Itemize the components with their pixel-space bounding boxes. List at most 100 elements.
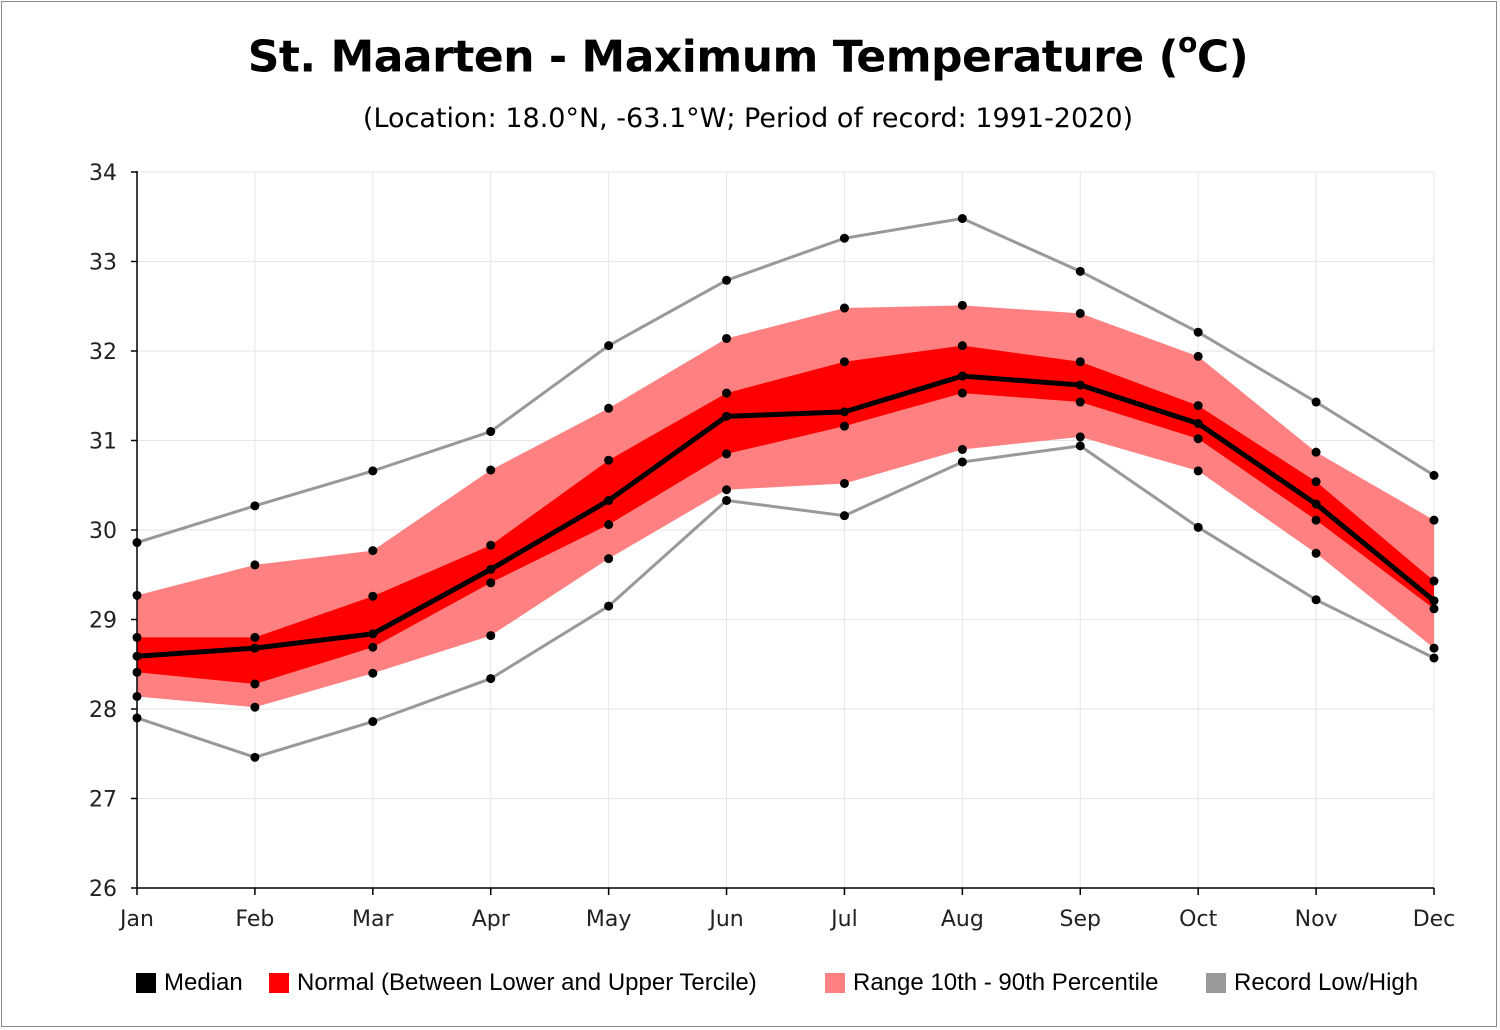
point-median xyxy=(486,564,496,574)
legend: Median Normal (Between Lower and Upper T… xyxy=(0,966,1500,1000)
chart-title-degree-sup: o xyxy=(1178,26,1197,59)
point-record-low xyxy=(839,511,849,521)
point-p10 xyxy=(957,444,967,454)
point-upper-tercile xyxy=(839,357,849,367)
chart-title-unit: C) xyxy=(1196,31,1249,83)
chart-subtitle: (Location: 18.0°N, -63.1°W; Period of re… xyxy=(362,103,1134,134)
point-record-low xyxy=(486,674,496,684)
point-upper-tercile xyxy=(1193,401,1203,411)
legend-label-record: Record Low/High xyxy=(1234,969,1419,996)
x-tick-label: May xyxy=(586,907,631,932)
point-lower-tercile xyxy=(1311,515,1321,525)
grid-lines xyxy=(137,171,1435,888)
legend-label-median: Median xyxy=(164,969,243,996)
point-upper-tercile xyxy=(486,540,496,550)
y-tick-label: 30 xyxy=(89,519,117,544)
y-tick-label: 27 xyxy=(89,788,117,813)
point-median xyxy=(1075,380,1085,390)
point-p10 xyxy=(1193,466,1203,476)
point-record-high xyxy=(957,214,967,224)
y-tick-label: 26 xyxy=(89,877,117,902)
point-record-high xyxy=(1429,470,1439,480)
point-record-high xyxy=(486,427,496,437)
x-tick-label: Feb xyxy=(235,907,274,932)
point-upper-tercile xyxy=(1075,357,1085,367)
legend-item-normal: Normal (Between Lower and Upper Tercile) xyxy=(269,966,757,1000)
line-record-low xyxy=(136,444,1435,759)
point-p90 xyxy=(957,300,967,310)
point-p90 xyxy=(839,303,849,313)
point-lower-tercile xyxy=(1075,397,1085,407)
legend-label-normal: Normal (Between Lower and Upper Tercile) xyxy=(297,969,757,996)
legend-swatch-range xyxy=(825,973,845,993)
point-p10 xyxy=(368,668,378,678)
point-p10 xyxy=(250,702,260,712)
legend-item-record: Record Low/High xyxy=(1206,966,1418,1000)
x-tick-label: Nov xyxy=(1295,907,1338,932)
point-upper-tercile xyxy=(722,388,732,398)
data-points xyxy=(132,214,1439,762)
legend-swatch-median xyxy=(136,973,156,993)
point-record-low xyxy=(1429,653,1439,663)
point-record-low xyxy=(1311,595,1321,605)
point-record-low xyxy=(368,717,378,727)
legend-label-range: Range 10th - 90th Percentile xyxy=(853,969,1159,996)
line-median xyxy=(136,373,1436,659)
x-tick-label: Apr xyxy=(472,907,511,932)
point-lower-tercile xyxy=(839,421,849,431)
legend-item-range: Range 10th - 90th Percentile xyxy=(825,966,1159,1000)
point-record-low xyxy=(250,752,260,762)
point-p90 xyxy=(1075,308,1085,318)
point-upper-tercile xyxy=(1311,477,1321,487)
point-lower-tercile xyxy=(957,388,967,398)
point-lower-tercile xyxy=(722,449,732,459)
point-p90 xyxy=(1429,515,1439,525)
y-tick-label: 32 xyxy=(89,340,117,365)
point-record-high xyxy=(604,341,614,351)
point-p10 xyxy=(1311,548,1321,558)
x-tick-label: Jul xyxy=(829,907,858,932)
point-p10 xyxy=(604,554,614,564)
point-lower-tercile xyxy=(1193,434,1203,444)
x-tick-label: Jan xyxy=(118,907,154,932)
point-upper-tercile xyxy=(250,632,260,642)
axes xyxy=(131,171,1435,895)
point-record-low xyxy=(1075,441,1085,451)
point-record-high xyxy=(722,275,732,285)
tick-labels: 26 27 28 29 30 31 32 33 34 Jan Feb Mar Apr May Jun Jul A… xyxy=(89,161,1455,932)
chart-title: St. Maarten - Maximum Temperature (oC) xyxy=(0,26,1496,83)
point-record-high xyxy=(1075,266,1085,276)
x-tick-label: Sep xyxy=(1060,907,1101,932)
point-lower-tercile xyxy=(486,578,496,588)
chart-title-text: St. Maarten - Maximum Temperature ( xyxy=(247,31,1179,83)
point-lower-tercile xyxy=(368,642,378,652)
point-record-high xyxy=(250,501,260,511)
point-median xyxy=(1311,499,1321,509)
point-median xyxy=(1193,418,1203,428)
point-record-high xyxy=(1193,327,1203,337)
point-median xyxy=(839,407,849,417)
y-tick-label: 34 xyxy=(89,161,117,186)
point-median xyxy=(250,643,260,653)
point-lower-tercile xyxy=(604,520,614,530)
point-upper-tercile xyxy=(957,341,967,351)
point-p90 xyxy=(1311,447,1321,457)
line-record-high xyxy=(136,217,1435,544)
x-tick-label: Aug xyxy=(941,907,984,932)
y-tick-label: 29 xyxy=(89,609,117,634)
point-upper-tercile xyxy=(1429,576,1439,586)
point-record-low xyxy=(604,601,614,611)
y-tick-label: 31 xyxy=(89,430,117,455)
legend-item-median: Median xyxy=(136,966,243,1000)
point-record-low xyxy=(722,495,732,505)
point-median xyxy=(957,371,967,381)
point-p10 xyxy=(722,485,732,495)
bands xyxy=(137,305,1434,708)
point-record-high xyxy=(839,233,849,243)
point-p90 xyxy=(604,403,614,413)
point-lower-tercile xyxy=(250,679,260,689)
point-upper-tercile xyxy=(604,455,614,465)
point-record-high xyxy=(368,466,378,476)
point-record-high xyxy=(1311,397,1321,407)
